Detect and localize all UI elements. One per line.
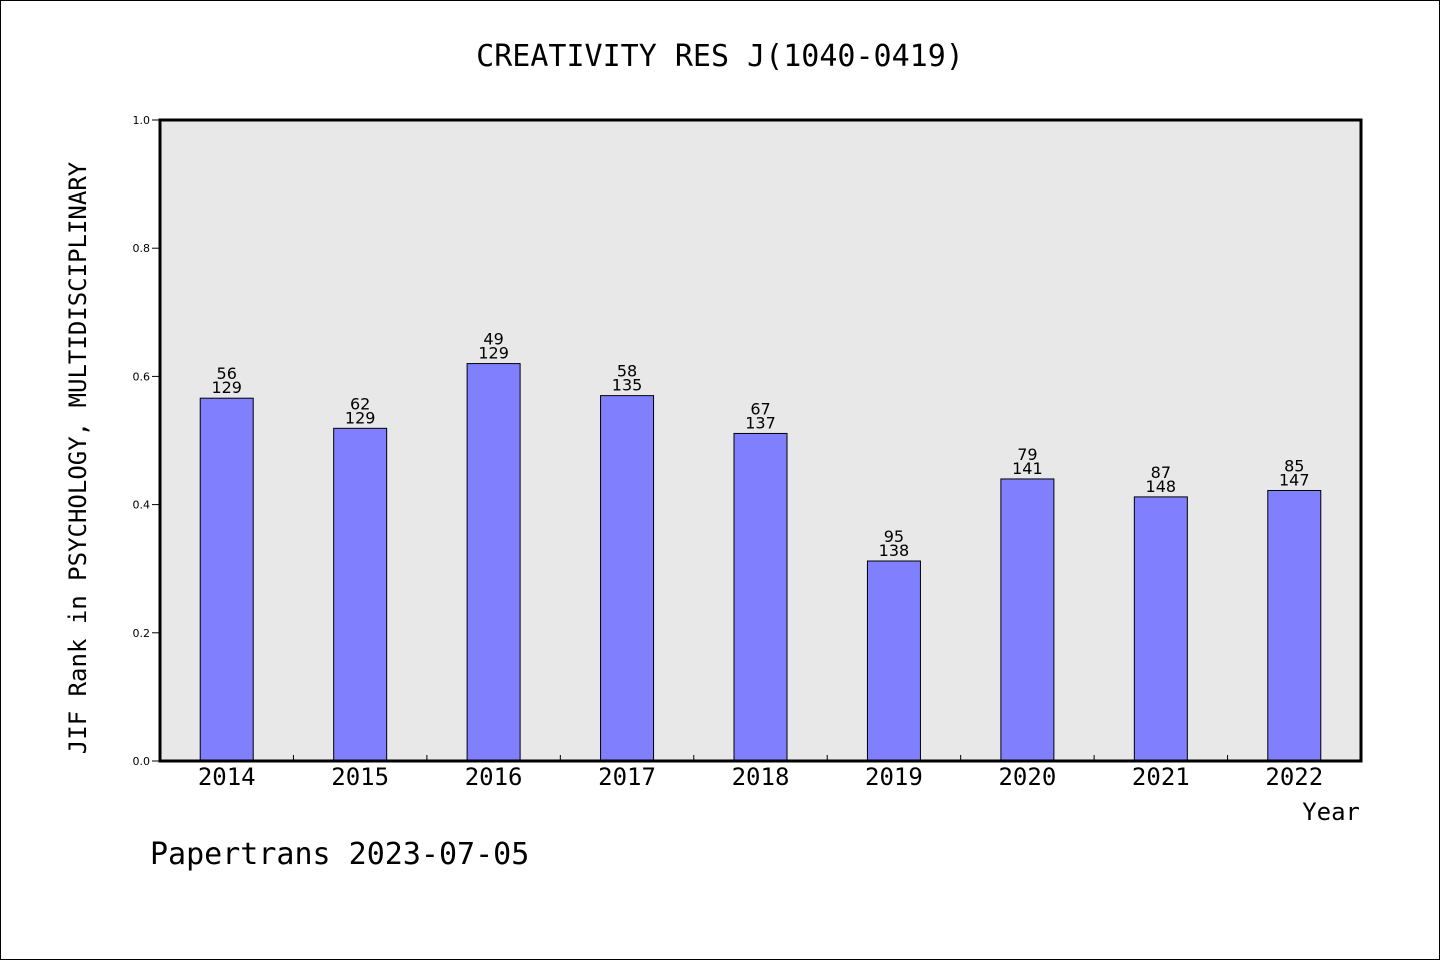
bar-total-label: 129 [345, 408, 376, 427]
bar-2016 [466, 363, 521, 762]
bar-2021 [1133, 496, 1188, 762]
y-axis-label: JIF Rank in PSYCHOLOGY, MULTIDISCIPLINAR… [64, 161, 92, 754]
bar-total-label: 147 [1279, 470, 1310, 489]
y-tick-label: 0.8 [133, 242, 151, 255]
bar-rank-label: 87 [1151, 463, 1171, 482]
y-tick-label: 0.4 [133, 499, 151, 512]
bar-rank-label: 58 [617, 362, 637, 381]
x-tick-label: 2014 [198, 763, 256, 791]
x-axis: 2014 2015 2016 2017 2018 2019 2020 2021 2022 [198, 755, 1323, 791]
bar-total-label: 137 [745, 413, 776, 432]
bar-total-label: 148 [1146, 477, 1177, 496]
bar-series [199, 363, 1322, 762]
bar-2019 [866, 560, 921, 762]
bar-rank-label: 85 [1284, 456, 1304, 475]
x-tick-label: 2015 [331, 763, 389, 791]
y-tick-label: 0.0 [133, 755, 151, 768]
bar-2018 [733, 432, 788, 762]
y-tick-label: 0.2 [133, 627, 151, 640]
bar-rank-label: 67 [750, 399, 770, 418]
bar-rank-label: 49 [483, 330, 503, 349]
plot-border [158, 118, 1363, 763]
bar-total-label: 141 [1012, 459, 1043, 478]
footer-text: Papertrans 2023-07-05 [150, 837, 529, 872]
bar-rank-label: 79 [1017, 445, 1037, 464]
x-axis-label: Year [1302, 798, 1360, 826]
bar-2017 [600, 395, 655, 762]
bar-2020 [1000, 478, 1055, 762]
y-tick-label: 0.6 [133, 370, 151, 383]
x-tick-label: 2019 [865, 763, 923, 791]
bar-total-label: 129 [211, 378, 242, 397]
x-tick-label: 2021 [1132, 763, 1190, 791]
bar-rank-label: 62 [350, 394, 370, 413]
bar-rank-label: 95 [884, 527, 904, 546]
bar-2014 [199, 397, 254, 762]
y-axis: 0.0 0.2 0.4 0.6 0.8 1.0 [133, 114, 160, 768]
x-tick-label: 2016 [465, 763, 523, 791]
x-tick-label: 2020 [998, 763, 1056, 791]
x-tick-label: 2022 [1265, 763, 1323, 791]
x-tick-label: 2017 [598, 763, 656, 791]
bar-total-label: 135 [612, 376, 643, 395]
chart-title: CREATIVITY RES J(1040-0419) [476, 39, 964, 74]
bar-rank-label: 56 [217, 364, 237, 383]
x-tick-label: 2018 [732, 763, 790, 791]
bar-2022 [1267, 489, 1322, 762]
bar-total-label: 129 [478, 344, 509, 363]
y-tick-label: 1.0 [133, 114, 151, 127]
bar-total-label: 138 [879, 541, 910, 560]
bar-2015 [333, 427, 388, 762]
